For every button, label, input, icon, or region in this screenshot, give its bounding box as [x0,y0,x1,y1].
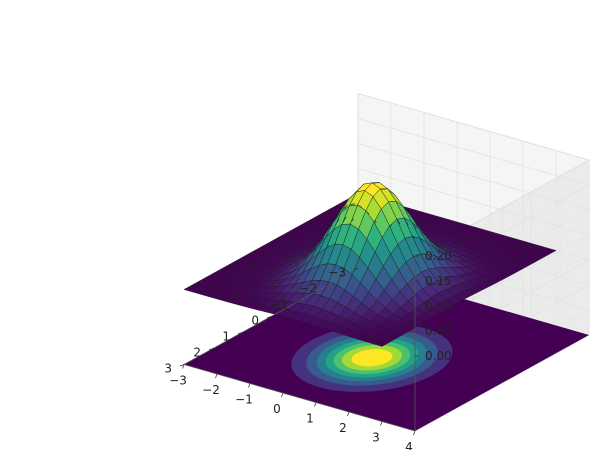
y-tick-mark [353,268,359,271]
x-tick-label: 1 [306,412,314,426]
x-tick-mark [215,373,218,379]
y-tick-label: −1 [270,298,288,312]
gridline [357,168,591,332]
x-axis-line [183,364,416,432]
gaussian-surface [183,182,557,347]
gridline [357,93,591,257]
y-tick-label: −2 [299,282,317,296]
y-tick-mark [295,300,301,303]
y-tick-label: 0 [251,314,259,328]
z-tick-label: 0.05 [425,324,452,338]
y-tick-mark [179,364,185,367]
axis-lines [179,255,419,436]
x-tick-mark [182,364,185,369]
z-tick-label: 0.20 [425,249,452,263]
tick-labels: −3 −2 −1 0 1 2 3 4 −3 −2 −1 0 1 2 3 0.00 0.05 0.10 0.15 0.2… [164,249,451,450]
x-tick-label: −3 [169,374,187,388]
z-tick-label: 0.15 [425,274,452,288]
y-tick-label: 1 [222,330,230,344]
x-tick-label: −1 [235,393,253,407]
z-tick-label: 0.10 [425,299,452,313]
x-tick-mark [314,402,317,407]
y-tick-mark [266,316,272,319]
y-tick-mark [324,284,330,287]
x-tick-label: 0 [273,402,281,416]
x-tick-label: 4 [405,440,413,450]
z-tick-label: 0.00 [425,349,452,363]
x-tick-mark [248,383,251,388]
y-tick-mark [237,332,243,335]
x-tick-mark [281,392,284,398]
y-tick-mark [208,348,214,351]
x-tick-mark [347,411,350,417]
x-tick-mark [380,421,383,426]
y-tick-label: 3 [164,362,172,376]
x-tick-label: −2 [202,383,220,397]
x-tick-label: 2 [339,421,347,435]
contour-band [351,349,393,367]
y-tick-label: −3 [328,266,346,280]
x-tick-label: 3 [372,431,380,445]
x-tick-mark [413,430,416,436]
y-tick-label: 2 [193,346,201,360]
surface-patch [183,285,200,293]
